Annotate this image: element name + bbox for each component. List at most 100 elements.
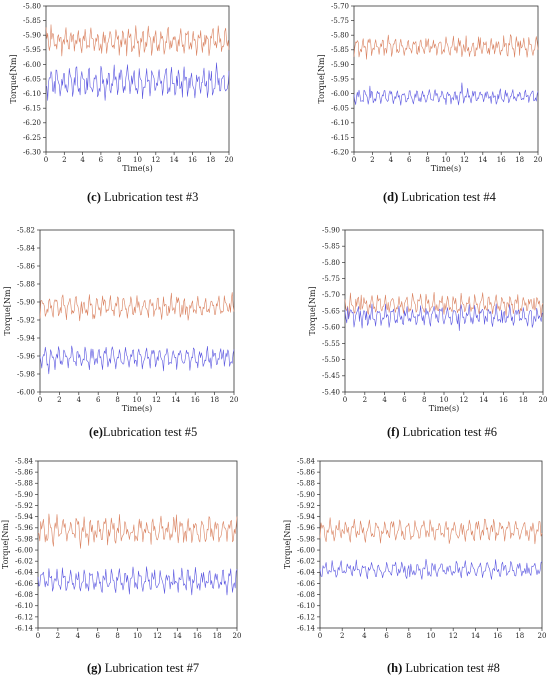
y-tick-label: -5.90 (17, 298, 35, 306)
y-tick-label: -5.75 (331, 17, 349, 25)
x-tick-label: 14 (478, 156, 487, 164)
y-tick-label: -5.65 (322, 307, 340, 315)
x-axis-label: Time(s) (429, 404, 460, 413)
y-tick-label: -5.96 (17, 352, 35, 360)
x-tick-label: 6 (95, 632, 100, 640)
y-tick-label: -6.08 (15, 591, 33, 599)
caption-text: Lubrication test #6 (399, 425, 498, 439)
y-tick-label: -5.50 (322, 356, 340, 364)
x-tick-label: 8 (115, 396, 119, 404)
caption-c: (c) Lubrication test #3 (87, 190, 198, 205)
plot-frame (45, 5, 230, 153)
y-tick-label: -6.14 (297, 624, 315, 632)
chart-panel-f: -5.90 -5.85 -5.80 -5.75 -5.70 -5.65 -5.60 -5.55… (275, 225, 550, 445)
x-tick-label: 2 (56, 632, 60, 640)
x-tick-label: 18 (515, 156, 524, 164)
x-tick-label: 10 (440, 396, 449, 404)
y-tick-label: -6.14 (15, 624, 33, 632)
chart-c: -5.80 -5.85 -5.90 -5.95 -6.00 -6.05 -6.10 -6.15… (9, 2, 233, 173)
x-tick-label: 16 (193, 632, 202, 640)
y-tick-label: -5.94 (17, 334, 35, 342)
caption-text: Lubrication test #7 (101, 661, 200, 675)
x-tick-label: 12 (151, 156, 160, 164)
y-tick-label: -5.84 (297, 457, 315, 465)
chart-panel-e: -5.82 -5.84 -5.86 -5.88 -5.90 -5.92 -5.94 -5.96… (0, 225, 275, 445)
x-tick-label: 16 (188, 156, 197, 164)
y-axis-label: Torque[Nm] (317, 54, 326, 103)
series-line-lower (344, 303, 544, 331)
y-tick-label: -6.02 (15, 558, 33, 566)
chart-panel-g: -5.84 -5.86 -5.88 -5.90 -5.92 -5.94 -5.96 -5.98… (0, 455, 275, 681)
y-axis-label: Torque[Nm] (9, 54, 18, 103)
y-tick-label: -6.00 (297, 546, 315, 554)
caption-letter: (c) (87, 190, 101, 204)
y-tick-label: -5.95 (23, 46, 41, 54)
y-tick-label: -5.86 (17, 262, 35, 270)
y-tick-label: -5.96 (15, 524, 33, 532)
y-tick-label: -6.10 (331, 119, 349, 127)
caption-letter: (e) (89, 425, 103, 439)
x-tick-label: 18 (519, 396, 528, 404)
x-tick-label: 16 (493, 632, 502, 640)
x-tick-label: 4 (76, 632, 81, 640)
x-tick-label: 6 (384, 632, 389, 640)
y-tick-label: -6.12 (15, 613, 33, 621)
y-tick-label: -6.06 (297, 580, 315, 588)
x-tick-label: 4 (382, 396, 387, 404)
caption-letter: (f) (387, 425, 400, 439)
x-tick-label: 10 (133, 396, 142, 404)
series-line-upper (353, 34, 539, 60)
series-line-lower (353, 82, 539, 106)
series-line-upper (45, 24, 230, 58)
y-axis-label: Torque[Nm] (308, 286, 317, 335)
x-tick-label: 2 (340, 632, 344, 640)
plot-frame (37, 460, 238, 629)
y-tick-label: -5.70 (322, 291, 340, 299)
chart-d: -5.70 -5.75 -5.80 -5.85 -5.90 -5.95 -6.00 -6.05… (317, 2, 542, 173)
y-tick-label: -6.10 (297, 602, 315, 610)
x-tick-label: 2 (370, 156, 374, 164)
x-tick-label: 2 (57, 396, 61, 404)
chart-h: -5.84 -5.86 -5.88 -5.90 -5.92 -5.94 -5.96 -5.98… (283, 457, 546, 640)
y-tick-label: -6.00 (23, 61, 41, 69)
y-tick-label: -5.94 (15, 513, 33, 521)
x-tick-label: 18 (515, 632, 524, 640)
y-tick-label: -6.04 (297, 569, 315, 577)
series-line-lower (319, 558, 543, 580)
y-tick-label: -5.60 (322, 324, 340, 332)
x-tick-label: 14 (170, 156, 179, 164)
x-tick-label: 20 (233, 632, 242, 640)
x-tick-label: 8 (425, 156, 429, 164)
y-tick-label: -5.86 (297, 469, 315, 477)
series-line-upper (319, 517, 543, 545)
y-tick-label: -6.20 (331, 148, 349, 156)
x-tick-label: 4 (389, 156, 394, 164)
y-tick-label: -5.75 (322, 275, 340, 283)
series-line-lower (37, 566, 238, 596)
x-tick-label: 12 (449, 632, 458, 640)
x-tick-label: 10 (427, 632, 436, 640)
chart-panel-h: -5.84 -5.86 -5.88 -5.90 -5.92 -5.94 -5.96 -5.98… (275, 455, 550, 681)
y-tick-label: -5.85 (322, 243, 340, 251)
y-tick-label: -6.05 (23, 75, 41, 83)
caption-d: (d) Lubrication test #4 (383, 190, 496, 205)
x-tick-label: 18 (206, 156, 215, 164)
x-tick-label: 10 (133, 156, 142, 164)
y-tick-label: -6.20 (23, 119, 41, 127)
caption-letter: (d) (383, 190, 399, 204)
x-tick-label: 0 (318, 632, 322, 640)
x-tick-label: 4 (362, 632, 367, 640)
y-tick-label: -5.85 (23, 17, 41, 25)
y-tick-label: -5.40 (322, 388, 340, 396)
y-tick-label: -5.88 (17, 280, 35, 288)
x-axis-label: Time(s) (431, 164, 462, 173)
y-tick-label: -5.90 (23, 32, 41, 40)
chart-g: -5.84 -5.86 -5.88 -5.90 -5.92 -5.94 -5.96 -5.98… (1, 457, 242, 640)
y-tick-label: -6.06 (15, 580, 33, 588)
x-tick-label: 2 (62, 156, 66, 164)
y-tick-label: -5.94 (297, 513, 315, 521)
y-tick-label: -6.15 (23, 105, 41, 113)
y-tick-label: -5.80 (23, 2, 41, 10)
caption-letter: (h) (387, 661, 403, 675)
x-tick-label: 6 (407, 156, 412, 164)
